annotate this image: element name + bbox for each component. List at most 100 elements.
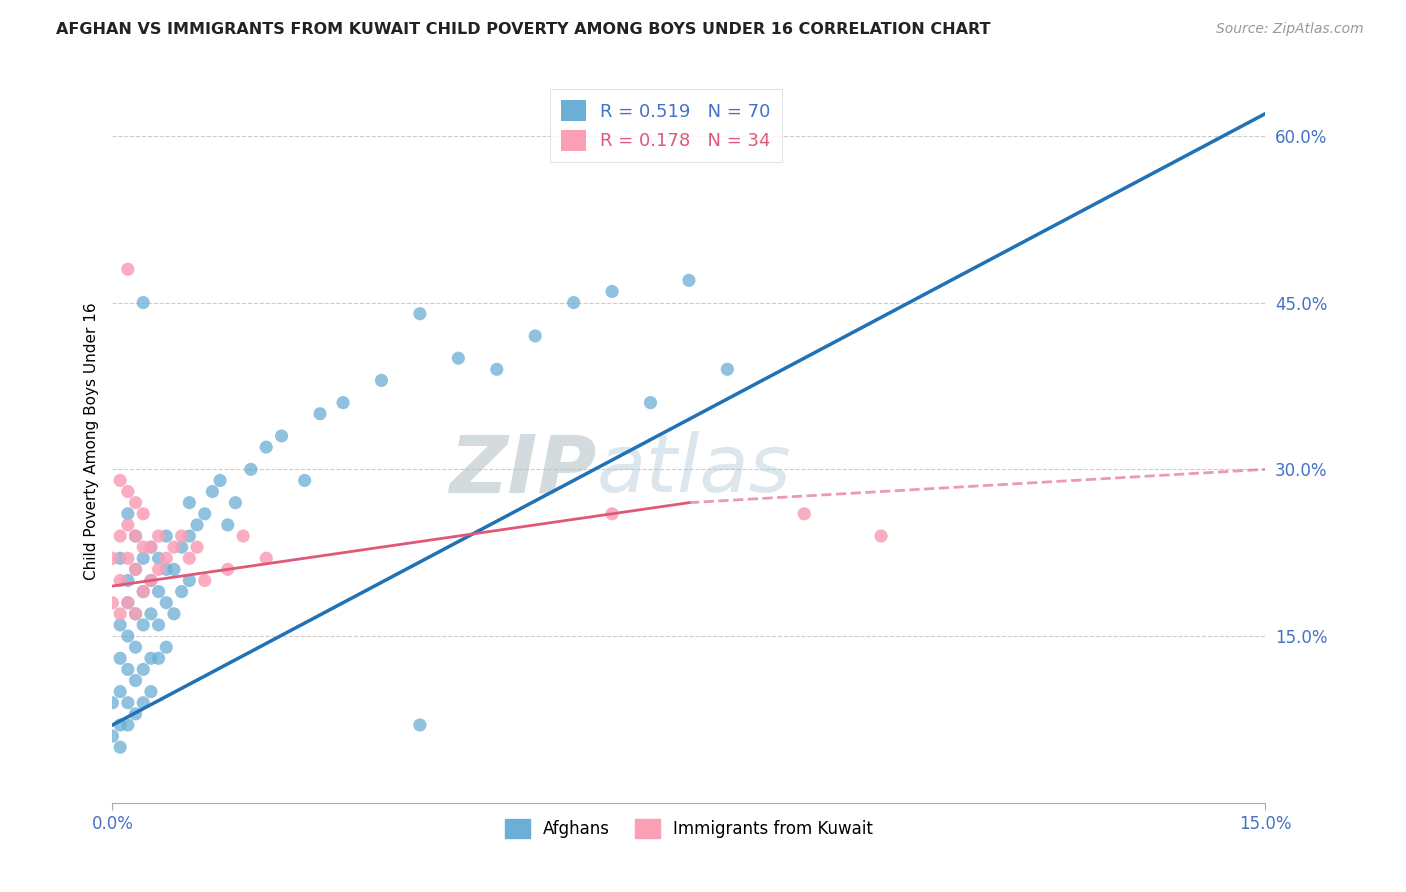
Point [254, 440, 277, 454]
Point [186, 540, 208, 554]
Point [447, 351, 470, 366]
Point [139, 684, 162, 698]
Text: ZIP: ZIP [450, 432, 596, 509]
Point [232, 529, 254, 543]
Point [132, 662, 155, 676]
Point [194, 574, 217, 588]
Point [148, 651, 170, 665]
Point [170, 540, 193, 554]
Point [117, 718, 139, 732]
Point [148, 584, 170, 599]
Point [108, 607, 131, 621]
Point [139, 574, 162, 588]
Point [217, 562, 239, 576]
Point [179, 551, 201, 566]
Point [148, 551, 170, 566]
Point [332, 395, 354, 409]
Point [124, 640, 146, 655]
Point [179, 496, 201, 510]
Point [640, 395, 662, 409]
Point [117, 262, 139, 277]
Point [132, 551, 155, 566]
Point [124, 562, 146, 576]
Point [155, 562, 177, 576]
Point [600, 285, 623, 299]
Text: atlas: atlas [596, 432, 792, 509]
Point [155, 596, 177, 610]
Point [117, 484, 139, 499]
Point [194, 507, 217, 521]
Point [132, 696, 155, 710]
Point [101, 696, 124, 710]
Point [108, 684, 131, 698]
Point [117, 596, 139, 610]
Point [117, 517, 139, 532]
Point [155, 529, 177, 543]
Point [170, 529, 193, 543]
Point [101, 551, 124, 566]
Point [124, 496, 146, 510]
Point [148, 529, 170, 543]
Point [132, 584, 155, 599]
Point [409, 718, 432, 732]
Point [132, 507, 155, 521]
Point [139, 651, 162, 665]
Point [270, 429, 292, 443]
Point [117, 596, 139, 610]
Point [124, 706, 146, 721]
Point [678, 273, 700, 287]
Point [117, 574, 139, 588]
Point [155, 640, 177, 655]
Text: Source: ZipAtlas.com: Source: ZipAtlas.com [1216, 22, 1364, 37]
Point [139, 607, 162, 621]
Point [562, 295, 585, 310]
Point [117, 662, 139, 676]
Point [870, 529, 893, 543]
Point [155, 551, 177, 566]
Point [108, 618, 131, 632]
Point [108, 529, 131, 543]
Point [485, 362, 508, 376]
Point [117, 696, 139, 710]
Point [179, 574, 201, 588]
Point [117, 507, 139, 521]
Point [124, 529, 146, 543]
Point [370, 373, 392, 387]
Point [209, 474, 232, 488]
Point [793, 507, 815, 521]
Point [132, 584, 155, 599]
Point [600, 507, 623, 521]
Point [139, 574, 162, 588]
Text: AFGHAN VS IMMIGRANTS FROM KUWAIT CHILD POVERTY AMONG BOYS UNDER 16 CORRELATION C: AFGHAN VS IMMIGRANTS FROM KUWAIT CHILD P… [56, 22, 991, 37]
Point [217, 517, 239, 532]
Point [108, 651, 131, 665]
Point [139, 540, 162, 554]
Point [124, 562, 146, 576]
Point [108, 551, 131, 566]
Legend: Afghans, Immigrants from Kuwait: Afghans, Immigrants from Kuwait [498, 813, 880, 845]
Point [124, 607, 146, 621]
Point [132, 618, 155, 632]
Point [148, 618, 170, 632]
Point [163, 562, 186, 576]
Point [101, 729, 124, 743]
Point [224, 496, 246, 510]
Point [201, 484, 224, 499]
Point [294, 474, 316, 488]
Point [124, 673, 146, 688]
Point [108, 574, 131, 588]
Point [132, 540, 155, 554]
Point [716, 362, 738, 376]
Point [117, 551, 139, 566]
Point [409, 307, 432, 321]
Point [108, 718, 131, 732]
Point [132, 295, 155, 310]
Point [148, 562, 170, 576]
Point [179, 529, 201, 543]
Point [186, 517, 208, 532]
Point [163, 540, 186, 554]
Point [117, 629, 139, 643]
Point [139, 540, 162, 554]
Point [524, 329, 547, 343]
Point [309, 407, 332, 421]
